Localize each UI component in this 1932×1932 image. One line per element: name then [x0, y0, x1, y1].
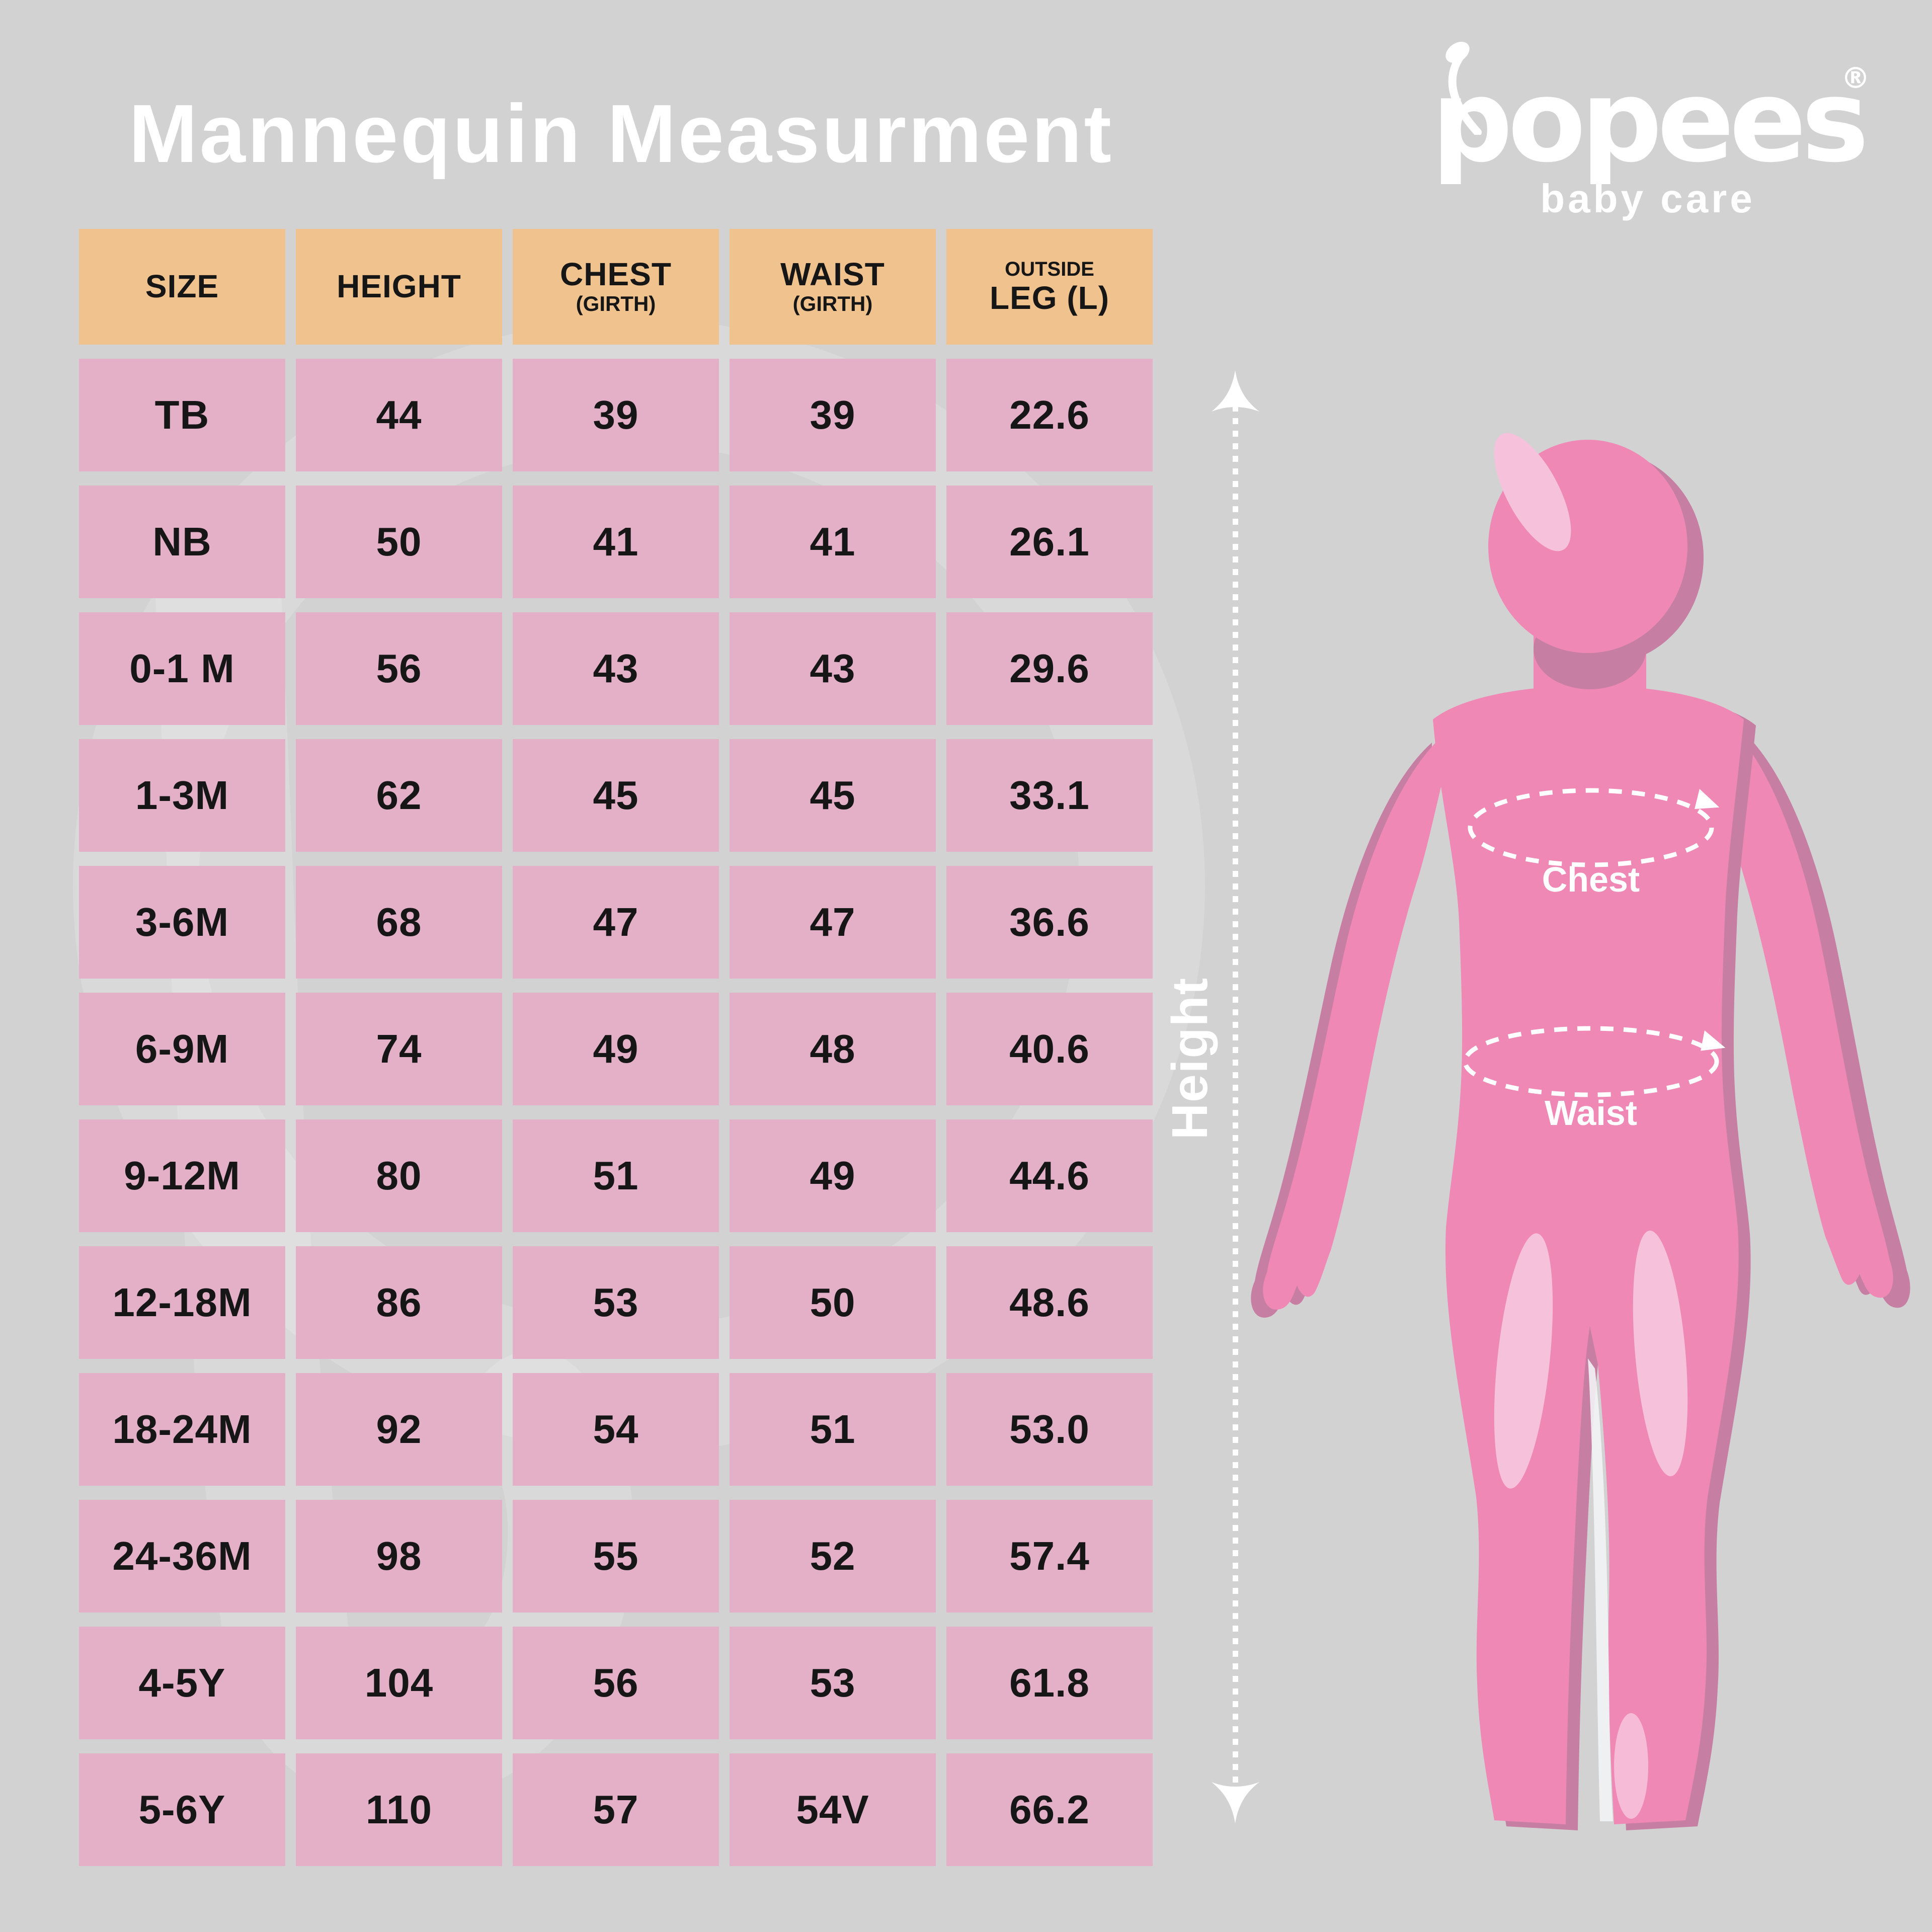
value-cell: 40.6	[946, 993, 1153, 1105]
value-cell: 45	[513, 739, 719, 852]
value-cell: 33.1	[946, 739, 1153, 852]
size-cell: 18-24M	[79, 1373, 285, 1486]
brand-wordmark: popees ®	[1431, 42, 1870, 185]
value-cell: 104	[296, 1627, 502, 1739]
value-cell: 51	[513, 1119, 719, 1232]
value-cell: 43	[513, 612, 719, 725]
value-cell: 36.6	[946, 866, 1153, 979]
height-dimension-line	[1233, 406, 1238, 1785]
chest-arrow-icon	[1695, 789, 1720, 810]
right-thigh-highlight	[1633, 1230, 1688, 1477]
butterfly-antenna-icon	[1445, 42, 1482, 135]
registered-mark: ®	[1840, 61, 1870, 95]
size-cell: 5-6Y	[79, 1753, 285, 1866]
waist-girth-indicator: Waist	[1463, 1026, 1726, 1133]
baby-mannequin-illustration: Chest Waist	[1251, 433, 1910, 1830]
arrow-up-icon	[1212, 370, 1259, 412]
value-cell: 22.6	[946, 359, 1153, 471]
measurement-table: SIZE HEIGHT CHEST (GIRTH) WAIST (GIRTH) …	[79, 229, 1153, 1866]
size-cell: TB	[79, 359, 285, 471]
value-cell: 66.2	[946, 1753, 1153, 1866]
value-cell: 41	[513, 486, 719, 598]
mannequin-head	[1488, 433, 1704, 735]
value-cell: 86	[296, 1246, 502, 1359]
arrow-down-icon	[1212, 1782, 1259, 1823]
value-cell: 55	[513, 1500, 719, 1613]
value-cell: 49	[513, 993, 719, 1105]
value-cell: 92	[296, 1373, 502, 1486]
value-cell: 53	[730, 1627, 936, 1739]
mannequin-right-arm	[1719, 719, 1910, 1308]
value-cell: 56	[296, 612, 502, 725]
header-cell-waist: WAIST (GIRTH)	[730, 229, 936, 345]
chest-label: Chest	[1542, 860, 1640, 899]
height-axis-label: Height	[1162, 977, 1218, 1140]
value-cell: 80	[296, 1119, 502, 1232]
size-cell: 1-3M	[79, 739, 285, 852]
value-cell: 61.8	[946, 1627, 1153, 1739]
value-cell: 47	[513, 866, 719, 979]
value-cell: 44.6	[946, 1119, 1153, 1232]
left-thigh-highlight	[1494, 1233, 1553, 1489]
size-cell: 4-5Y	[79, 1627, 285, 1739]
value-cell: 57.4	[946, 1500, 1153, 1613]
value-cell: 52	[730, 1500, 936, 1613]
value-cell: 68	[296, 866, 502, 979]
shin-highlight	[1614, 1713, 1648, 1819]
head-highlight	[1494, 433, 1571, 551]
waist-arrow-icon	[1701, 1030, 1726, 1051]
page-title: Mannequin Measurment	[128, 88, 1114, 180]
size-cell: 12-18M	[79, 1246, 285, 1359]
value-cell: 50	[296, 486, 502, 598]
size-cell: 9-12M	[79, 1119, 285, 1232]
value-cell: 53	[513, 1246, 719, 1359]
size-cell: 6-9M	[79, 993, 285, 1105]
value-cell: 43	[730, 612, 936, 725]
brand-tagline: baby care	[1540, 176, 1755, 221]
mannequin-left-arm	[1251, 735, 1444, 1318]
brand-text: popees	[1431, 55, 1869, 188]
value-cell: 44	[296, 359, 502, 471]
value-cell: 26.1	[946, 486, 1153, 598]
size-cell: 0-1 M	[79, 612, 285, 725]
header-cell-size: SIZE	[79, 229, 285, 345]
value-cell: 49	[730, 1119, 936, 1232]
value-cell: 39	[513, 359, 719, 471]
value-cell: 110	[296, 1753, 502, 1866]
value-cell: 53.0	[946, 1373, 1153, 1486]
value-cell: 54V	[730, 1753, 936, 1866]
size-cell: 3-6M	[79, 866, 285, 979]
value-cell: 41	[730, 486, 936, 598]
header-cell-chest: CHEST (GIRTH)	[513, 229, 719, 345]
chest-girth-indicator: Chest	[1468, 788, 1720, 899]
value-cell: 56	[513, 1627, 719, 1739]
header-cell-outside-leg: OUTSIDE LEG (L)	[946, 229, 1153, 345]
value-cell: 39	[730, 359, 936, 471]
value-cell: 54	[513, 1373, 719, 1486]
value-cell: 57	[513, 1753, 719, 1866]
value-cell: 48.6	[946, 1246, 1153, 1359]
value-cell: 50	[730, 1246, 936, 1359]
waist-label: Waist	[1545, 1093, 1637, 1133]
header-cell-height: HEIGHT	[296, 229, 502, 345]
value-cell: 98	[296, 1500, 502, 1613]
size-cell: NB	[79, 486, 285, 598]
value-cell: 74	[296, 993, 502, 1105]
value-cell: 48	[730, 993, 936, 1105]
value-cell: 62	[296, 739, 502, 852]
value-cell: 45	[730, 739, 936, 852]
value-cell: 29.6	[946, 612, 1153, 725]
brand-logo: popees ® baby care	[1409, 42, 1887, 281]
value-cell: 47	[730, 866, 936, 979]
inner-leg-highlight	[1588, 1358, 1613, 1821]
size-cell: 24-36M	[79, 1500, 285, 1613]
mannequin-body	[1433, 685, 1756, 1830]
value-cell: 51	[730, 1373, 936, 1486]
